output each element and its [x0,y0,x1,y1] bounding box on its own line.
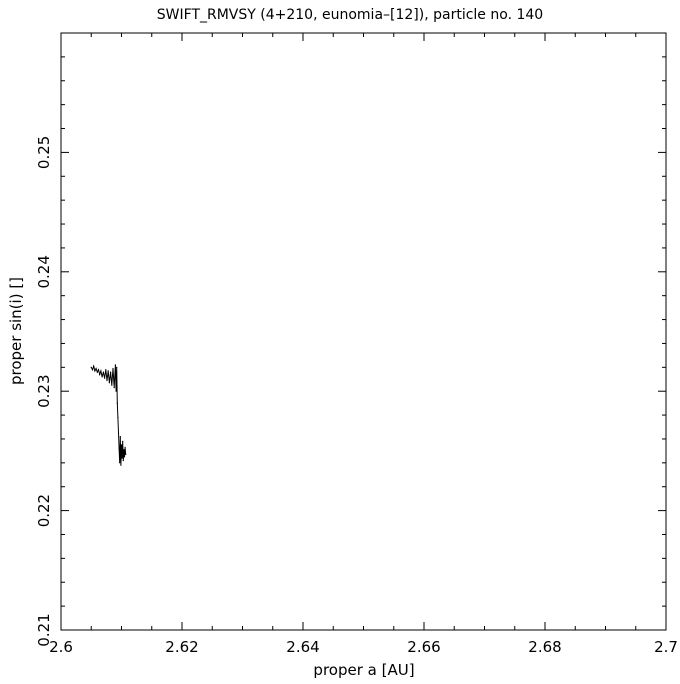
data-point [114,364,116,366]
data-point [97,369,100,371]
data-point [116,402,118,404]
y-axis-tick-labels: 0.21 0.22 0.23 0.24 0.25 [35,136,53,647]
y-tick-label: 0.21 [35,613,53,646]
x-tick-label: 2.64 [286,638,319,656]
data-point [117,416,119,419]
x-axis-ticks [60,33,667,630]
data-point [120,464,122,466]
data-point [104,377,106,379]
data-point [111,384,113,386]
series-line [90,364,127,466]
x-tick-label: 2.68 [528,638,561,656]
x-tick-label: 2.66 [407,638,440,656]
data-point [119,462,121,464]
data-point [123,456,126,458]
plot-frame [60,32,667,631]
data-point [90,366,92,368]
y-tick-label: 0.25 [35,136,53,169]
data-point [93,365,95,367]
data-point [120,444,123,446]
data-point [123,449,125,451]
data-point [122,440,124,442]
x-tick-label: 2.6 [49,638,73,656]
data-point [102,371,104,373]
data-point [106,379,108,382]
data-point [121,457,123,459]
y-axis-ticks [61,32,666,631]
data-point [110,371,112,373]
data-point [112,367,114,370]
data-point [100,370,102,372]
data-point [119,436,121,438]
data-point [96,371,98,373]
data-point [117,432,120,434]
data-point [124,446,126,448]
y-tick-label: 0.23 [35,374,53,407]
data-point [95,367,97,370]
y-tick-label: 0.24 [35,255,53,288]
chart-title: SWIFT_RMVSY (4+210, eunomia–[12]), parti… [157,7,543,23]
data-point [101,376,103,378]
data-point [91,369,94,371]
series-layer [90,364,127,466]
x-axis-label: proper a [AU] [313,661,414,679]
x-axis-tick-labels: 2.6 2.62 2.64 2.66 2.68 2.7 [49,638,678,656]
data-point [107,370,109,372]
y-tick-label: 0.22 [35,494,53,527]
data-point [108,382,110,384]
data-point [118,447,120,450]
y-axis-label: proper sin(i) [] [7,277,25,385]
x-tick-label: 2.7 [654,638,678,656]
x-tick-label: 2.62 [165,638,198,656]
data-point [116,366,118,368]
data-point [115,390,117,392]
data-point [125,453,127,456]
data-point [99,373,101,376]
data-point [105,369,107,371]
data-point [122,459,124,462]
data-point [113,387,115,389]
data-point [94,370,96,372]
